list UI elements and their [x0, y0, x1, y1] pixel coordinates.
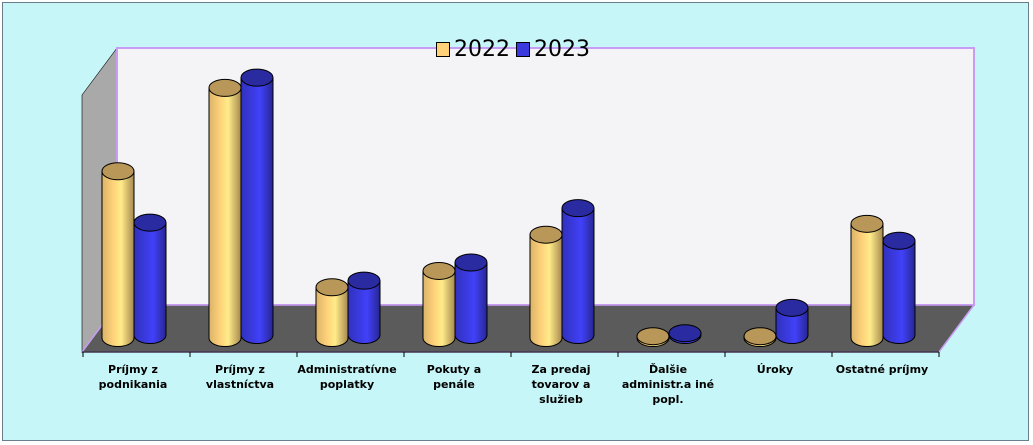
category-label: Ostatné príjmy	[835, 363, 929, 376]
bar-top	[529, 225, 563, 244]
bar-body	[208, 87, 242, 347]
x-axis-ticks	[82, 352, 940, 357]
category-label: Príjmy z podnikania	[98, 363, 168, 391]
bar-2022-7	[850, 214, 884, 347]
bar-2023-7	[882, 231, 916, 344]
legend-swatch-2022	[436, 41, 450, 57]
bar-body	[347, 280, 381, 344]
bar-top	[101, 162, 135, 181]
bar-body	[133, 222, 167, 344]
bar-body	[561, 207, 595, 344]
bar-2023-2	[347, 271, 381, 344]
bar-2023-6	[775, 298, 809, 344]
bar-2023-3	[454, 253, 488, 344]
bar-top	[347, 271, 381, 290]
bar-top	[133, 213, 167, 232]
bar-2022-0	[101, 162, 135, 347]
bar-body	[240, 77, 274, 344]
bar-top	[743, 327, 777, 346]
bar-top	[775, 298, 809, 317]
category-label: Ďalšie administr.a iné popl.	[621, 363, 715, 406]
bar-top	[636, 327, 670, 346]
bar-top	[208, 78, 242, 97]
bar-2022-3	[422, 261, 456, 347]
category-label: Pokuty a penále	[426, 363, 482, 391]
legend-label-2023: 2023	[534, 36, 590, 62]
bar-top	[668, 324, 702, 343]
bar-top	[315, 278, 349, 297]
bar-body	[101, 170, 135, 347]
legend-label-2022: 2022	[454, 36, 510, 62]
bar-2022-4	[529, 225, 563, 347]
bar-2022-1	[208, 78, 242, 347]
legend-item-2022: 2022	[436, 37, 510, 62]
bar-2022-5	[636, 327, 670, 347]
bar-top	[454, 253, 488, 272]
bar-top	[882, 231, 916, 250]
bar-2023-5	[668, 324, 702, 344]
bar-top	[422, 261, 456, 280]
bar-body	[529, 234, 563, 347]
legend: 2022 2023	[436, 34, 590, 64]
bar-body	[850, 223, 884, 347]
bar-top	[561, 199, 595, 218]
bar-2022-2	[315, 278, 349, 347]
bar-2023-1	[240, 68, 274, 344]
bar-2023-0	[133, 213, 167, 344]
category-label: Príjmy z vlastníctva	[205, 363, 275, 391]
bar-body	[315, 286, 349, 347]
bar-2022-6	[743, 327, 777, 347]
legend-item-2023: 2023	[516, 37, 590, 62]
legend-swatch-2023	[516, 41, 530, 57]
bar-2023-4	[561, 199, 595, 344]
bar-body	[454, 262, 488, 344]
category-label: Úroky	[756, 363, 794, 376]
category-label: Administratívne poplatky	[297, 363, 397, 391]
bar-top	[850, 214, 884, 233]
category-label: Za predaj tovarov a služieb	[531, 363, 591, 406]
bars-group	[101, 68, 916, 347]
bar-body	[775, 307, 809, 344]
bar-body	[422, 270, 456, 347]
bar-body	[882, 240, 916, 344]
bar-top	[240, 68, 274, 87]
